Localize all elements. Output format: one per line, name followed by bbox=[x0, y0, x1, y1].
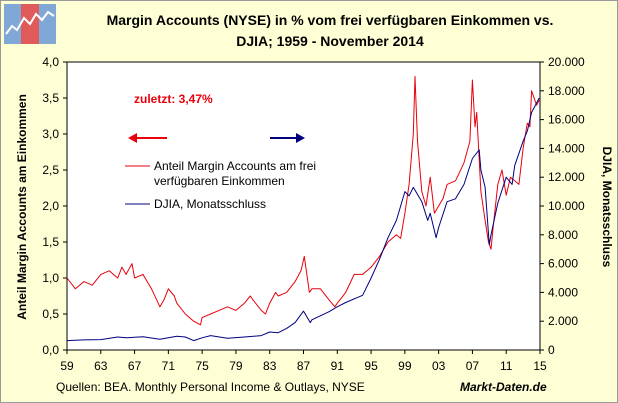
legend-label-djia: DJIA, Monatsschluss bbox=[154, 197, 266, 211]
brand-label: Markt-Daten.de bbox=[460, 380, 547, 394]
legend-label-margin-accounts: Anteil Margin Accounts am frei verfügbare… bbox=[154, 159, 316, 188]
chart-title-line-2: DJIA; 1959 - November 2014 bbox=[236, 33, 424, 49]
chart-title-line-1: Margin Accounts (NYSE) in % vom frei ver… bbox=[106, 12, 554, 28]
left-tick-label: 1,0 bbox=[42, 271, 59, 285]
left-tick-label: 2,5 bbox=[42, 163, 59, 177]
x-tick-label: 63 bbox=[94, 359, 108, 373]
x-tick-label: 15 bbox=[533, 359, 547, 373]
right-tick-label: 16.000 bbox=[548, 113, 585, 127]
plot-area bbox=[66, 61, 541, 351]
left-tick-label: 0,0 bbox=[42, 343, 59, 357]
right-tick-label: 10.000 bbox=[548, 199, 585, 213]
x-tick-label: 59 bbox=[60, 359, 74, 373]
right-arrow-icon bbox=[296, 133, 305, 143]
left-tick-label: 1,5 bbox=[42, 235, 59, 249]
left-arrow-icon bbox=[128, 133, 137, 143]
x-tick-label: 87 bbox=[297, 359, 311, 373]
x-tick-label: 11 bbox=[500, 359, 513, 373]
x-tick-label: 99 bbox=[398, 359, 412, 373]
x-tick-label: 03 bbox=[432, 359, 446, 373]
right-tick-label: 4.000 bbox=[548, 285, 578, 299]
right-tick-label: 14.000 bbox=[548, 141, 585, 155]
right-tick-label: 8.000 bbox=[548, 228, 578, 242]
left-tick-label: 0,5 bbox=[42, 307, 59, 321]
x-tick-label: 07 bbox=[466, 359, 480, 373]
left-tick-label: 3,5 bbox=[42, 91, 59, 105]
right-axis-label: DJIA, Monatsschluss bbox=[600, 146, 614, 268]
right-tick-label: 20.000 bbox=[548, 55, 585, 69]
x-tick-label: 75 bbox=[195, 359, 209, 373]
x-tick-label: 95 bbox=[364, 359, 378, 373]
right-tick-label: 0 bbox=[548, 343, 555, 357]
right-tick-label: 12.000 bbox=[548, 170, 585, 184]
source-note: Quellen: BEA. Monthly Personal Income & … bbox=[56, 380, 365, 394]
last-value-annotation: zuletzt: 3,47% bbox=[134, 92, 213, 106]
x-tick-label: 79 bbox=[229, 359, 243, 373]
right-tick-label: 18.000 bbox=[548, 84, 585, 98]
x-tick-label: 67 bbox=[128, 359, 142, 373]
chart-logo-icon bbox=[4, 4, 56, 44]
left-axis-label: Anteil Margin Accounts am Einkommen bbox=[15, 94, 29, 320]
x-tick-label: 71 bbox=[162, 359, 176, 373]
right-tick-label: 2.000 bbox=[548, 314, 578, 328]
left-tick-label: 3,0 bbox=[42, 127, 59, 141]
left-tick-label: 2,0 bbox=[42, 199, 59, 213]
x-tick-label: 83 bbox=[263, 359, 277, 373]
x-tick-label: 91 bbox=[331, 359, 345, 373]
left-tick-label: 4,0 bbox=[42, 55, 59, 69]
right-tick-label: 6.000 bbox=[548, 257, 578, 271]
series-line-djia bbox=[66, 97, 540, 342]
